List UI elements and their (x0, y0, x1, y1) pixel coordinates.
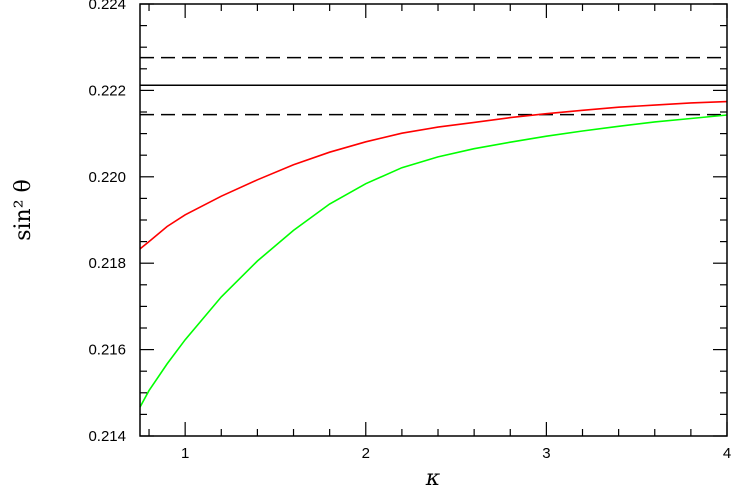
x-tick-label: 4 (723, 445, 731, 462)
y-tick-label: 0.220 (88, 169, 126, 186)
y-tick-label: 0.216 (88, 342, 126, 359)
tick-labels: 1 2 3 4 0.214 0.216 0.218 0.220 0.222 0.224 (88, 0, 731, 462)
plot-lines (139, 56, 728, 408)
series-line-1 (139, 100, 728, 250)
y-tick-label: 0.222 (88, 82, 126, 99)
axis-ticks (140, 3, 728, 437)
x-tick-label: 3 (542, 445, 550, 462)
y-tick-label: 0.214 (88, 428, 126, 445)
x-axis-label: κ (425, 466, 441, 491)
series-line-2 (139, 114, 728, 408)
x-tick-label: 1 (181, 445, 189, 462)
y-axis-label: sin² θ (11, 179, 36, 241)
y-tick-label: 0.224 (88, 0, 126, 13)
plot-frame (139, 3, 728, 437)
x-tick-label: 2 (362, 445, 370, 462)
y-tick-label: 0.218 (88, 255, 126, 272)
